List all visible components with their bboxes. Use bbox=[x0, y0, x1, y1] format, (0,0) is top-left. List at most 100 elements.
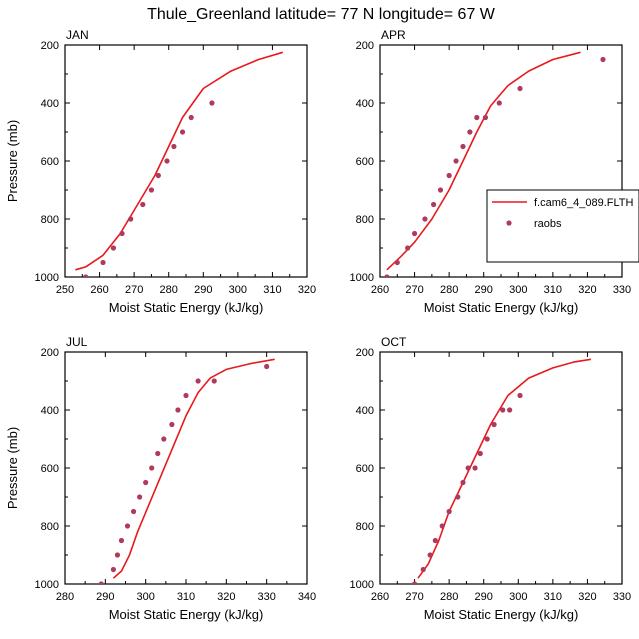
y-tick-label: 400 bbox=[356, 405, 374, 417]
y-tick-label: 600 bbox=[356, 463, 374, 475]
obs-point bbox=[430, 201, 437, 208]
plot-frame bbox=[379, 351, 623, 585]
obs-point bbox=[600, 56, 606, 63]
obs-point bbox=[420, 566, 426, 573]
obs-point bbox=[143, 479, 149, 486]
panel-label: JUL bbox=[66, 335, 88, 349]
model-line bbox=[75, 51, 284, 271]
obs-point bbox=[128, 216, 134, 222]
x-tick-label: 260 bbox=[90, 284, 108, 296]
legend-obs-label: raobs bbox=[534, 218, 562, 230]
x-tick-label: 320 bbox=[578, 591, 596, 603]
obs-point bbox=[460, 479, 466, 486]
panel-jan: JAN 250 260 270 280 290 300 310 320 200 400 600 800 1… bbox=[5, 28, 316, 315]
obs-point bbox=[148, 187, 155, 193]
obs-point bbox=[517, 392, 523, 399]
plot-frame bbox=[64, 44, 308, 278]
x-tick-label: 300 bbox=[229, 284, 247, 296]
model-line bbox=[112, 358, 275, 579]
x-tick-label: 320 bbox=[298, 284, 316, 296]
y-tick-label: 1000 bbox=[35, 579, 59, 591]
x-tick-label: 330 bbox=[613, 284, 631, 296]
obs-point bbox=[405, 245, 411, 251]
x-tick-label: 310 bbox=[263, 284, 281, 296]
obs-point bbox=[100, 259, 106, 266]
obs-point bbox=[455, 494, 461, 500]
y-axis-label: Pressure (mb) bbox=[5, 120, 20, 202]
panel-label: JAN bbox=[66, 28, 89, 42]
x-tick-label: 320 bbox=[578, 284, 596, 296]
x-axis-label: Moist Static Energy (kJ/kg) bbox=[424, 300, 579, 315]
obs-point bbox=[140, 201, 146, 208]
obs-point bbox=[161, 436, 167, 442]
y-tick-label: 800 bbox=[41, 521, 59, 533]
figure-title: Thule_Greenland latitude= 77 N longitude… bbox=[147, 6, 496, 23]
obs-point bbox=[130, 508, 137, 515]
legend-model-label: f.cam6_4_089.FLTH bbox=[534, 197, 634, 209]
plot-area bbox=[411, 358, 592, 584]
x-axis-label: Moist Static Energy (kJ/kg) bbox=[424, 607, 579, 622]
x-tick-label: 270 bbox=[405, 591, 423, 603]
x-tick-label: 260 bbox=[371, 284, 389, 296]
plot-frame bbox=[64, 351, 308, 585]
obs-point bbox=[164, 158, 170, 164]
x-tick-label: 300 bbox=[509, 284, 527, 296]
y-tick-label: 600 bbox=[356, 156, 374, 168]
obs-point bbox=[394, 259, 400, 266]
obs-point bbox=[507, 407, 513, 413]
obs-point bbox=[211, 378, 217, 384]
obs-point bbox=[411, 581, 418, 584]
x-axis-label: Moist Static Energy (kJ/kg) bbox=[109, 300, 264, 315]
x-tick-label: 310 bbox=[177, 591, 195, 603]
obs-point bbox=[175, 407, 181, 413]
obs-point bbox=[183, 392, 189, 399]
plot-area bbox=[384, 51, 606, 277]
x-tick-label: 290 bbox=[475, 284, 493, 296]
obs-point bbox=[467, 129, 473, 135]
obs-point bbox=[119, 230, 125, 237]
y-tick-label: 600 bbox=[41, 463, 59, 475]
obs-point bbox=[491, 421, 497, 428]
y-tick-label: 200 bbox=[41, 40, 59, 52]
obs-point bbox=[482, 114, 489, 121]
obs-point bbox=[124, 523, 131, 529]
obs-point bbox=[83, 274, 89, 277]
y-tick-label: 800 bbox=[356, 521, 374, 533]
obs-point bbox=[118, 537, 125, 544]
x-tick-label: 320 bbox=[217, 591, 235, 603]
obs-point bbox=[209, 100, 215, 106]
obs-point bbox=[477, 450, 483, 457]
x-tick-label: 290 bbox=[96, 591, 114, 603]
obs-point bbox=[422, 216, 428, 222]
obs-point bbox=[446, 508, 452, 515]
obs-point bbox=[496, 100, 502, 106]
x-tick-label: 270 bbox=[125, 284, 143, 296]
x-tick-label: 290 bbox=[194, 284, 212, 296]
x-tick-label: 280 bbox=[160, 284, 178, 296]
obs-point bbox=[98, 581, 104, 584]
plot-area bbox=[75, 51, 284, 277]
obs-point bbox=[384, 274, 390, 277]
obs-point bbox=[517, 85, 523, 92]
y-tick-label: 600 bbox=[41, 156, 59, 168]
y-tick-label: 200 bbox=[356, 347, 374, 359]
obs-point bbox=[427, 552, 433, 558]
y-tick-label: 400 bbox=[356, 98, 374, 110]
obs-point bbox=[155, 172, 161, 179]
obs-point bbox=[439, 523, 445, 529]
x-tick-label: 300 bbox=[509, 591, 527, 603]
obs-point bbox=[171, 143, 177, 150]
x-tick-label: 250 bbox=[56, 284, 74, 296]
obs-point bbox=[500, 407, 506, 413]
obs-point bbox=[155, 450, 161, 457]
x-tick-label: 280 bbox=[440, 284, 458, 296]
x-tick-label: 260 bbox=[371, 591, 389, 603]
obs-point bbox=[484, 436, 490, 442]
x-tick-label: 330 bbox=[613, 591, 631, 603]
y-tick-label: 1000 bbox=[350, 272, 374, 284]
model-line bbox=[417, 358, 592, 579]
x-tick-label: 330 bbox=[257, 591, 275, 603]
obs-point bbox=[149, 465, 155, 471]
